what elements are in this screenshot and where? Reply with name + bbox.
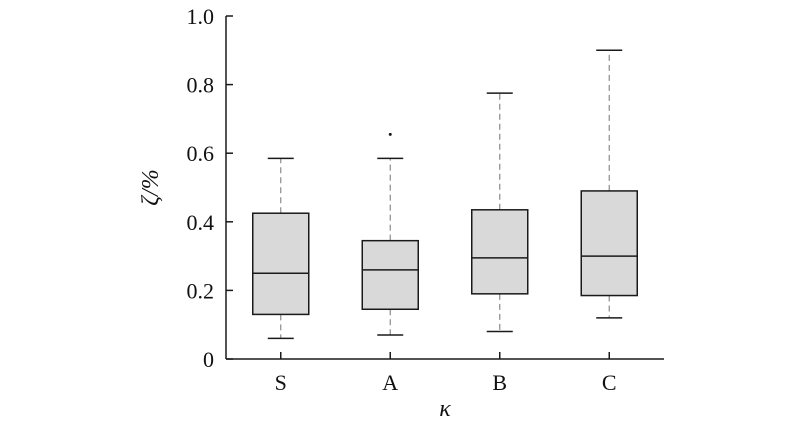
iqr-box [580,190,638,297]
x-axis-label: κ [439,396,451,422]
x-tick-label: C [602,370,617,395]
axes [225,16,664,360]
boxes [252,49,638,340]
y-ticks: 0 0.2 0.4 0.6 0.8 1.0 [187,4,233,372]
y-tick-label: 0.6 [187,141,215,166]
box-A [361,132,419,336]
x-tick-label: S [275,370,287,395]
box-B [471,92,529,333]
box-S [252,157,310,340]
iqr-box [361,239,419,311]
y-tick-label: 0.2 [187,278,215,303]
outlier-point [388,132,392,136]
x-tick-label: A [382,370,398,395]
y-axis-label: ζ/% [138,169,164,205]
box-C [580,49,638,319]
y-tick-label: 0 [203,347,214,372]
x-tick-label: B [492,370,507,395]
y-tick-label: 1.0 [187,4,215,29]
iqr-box [252,212,310,316]
y-tick-label: 0.8 [187,73,215,98]
iqr-box [471,209,529,295]
y-tick-label: 0.4 [187,210,215,235]
